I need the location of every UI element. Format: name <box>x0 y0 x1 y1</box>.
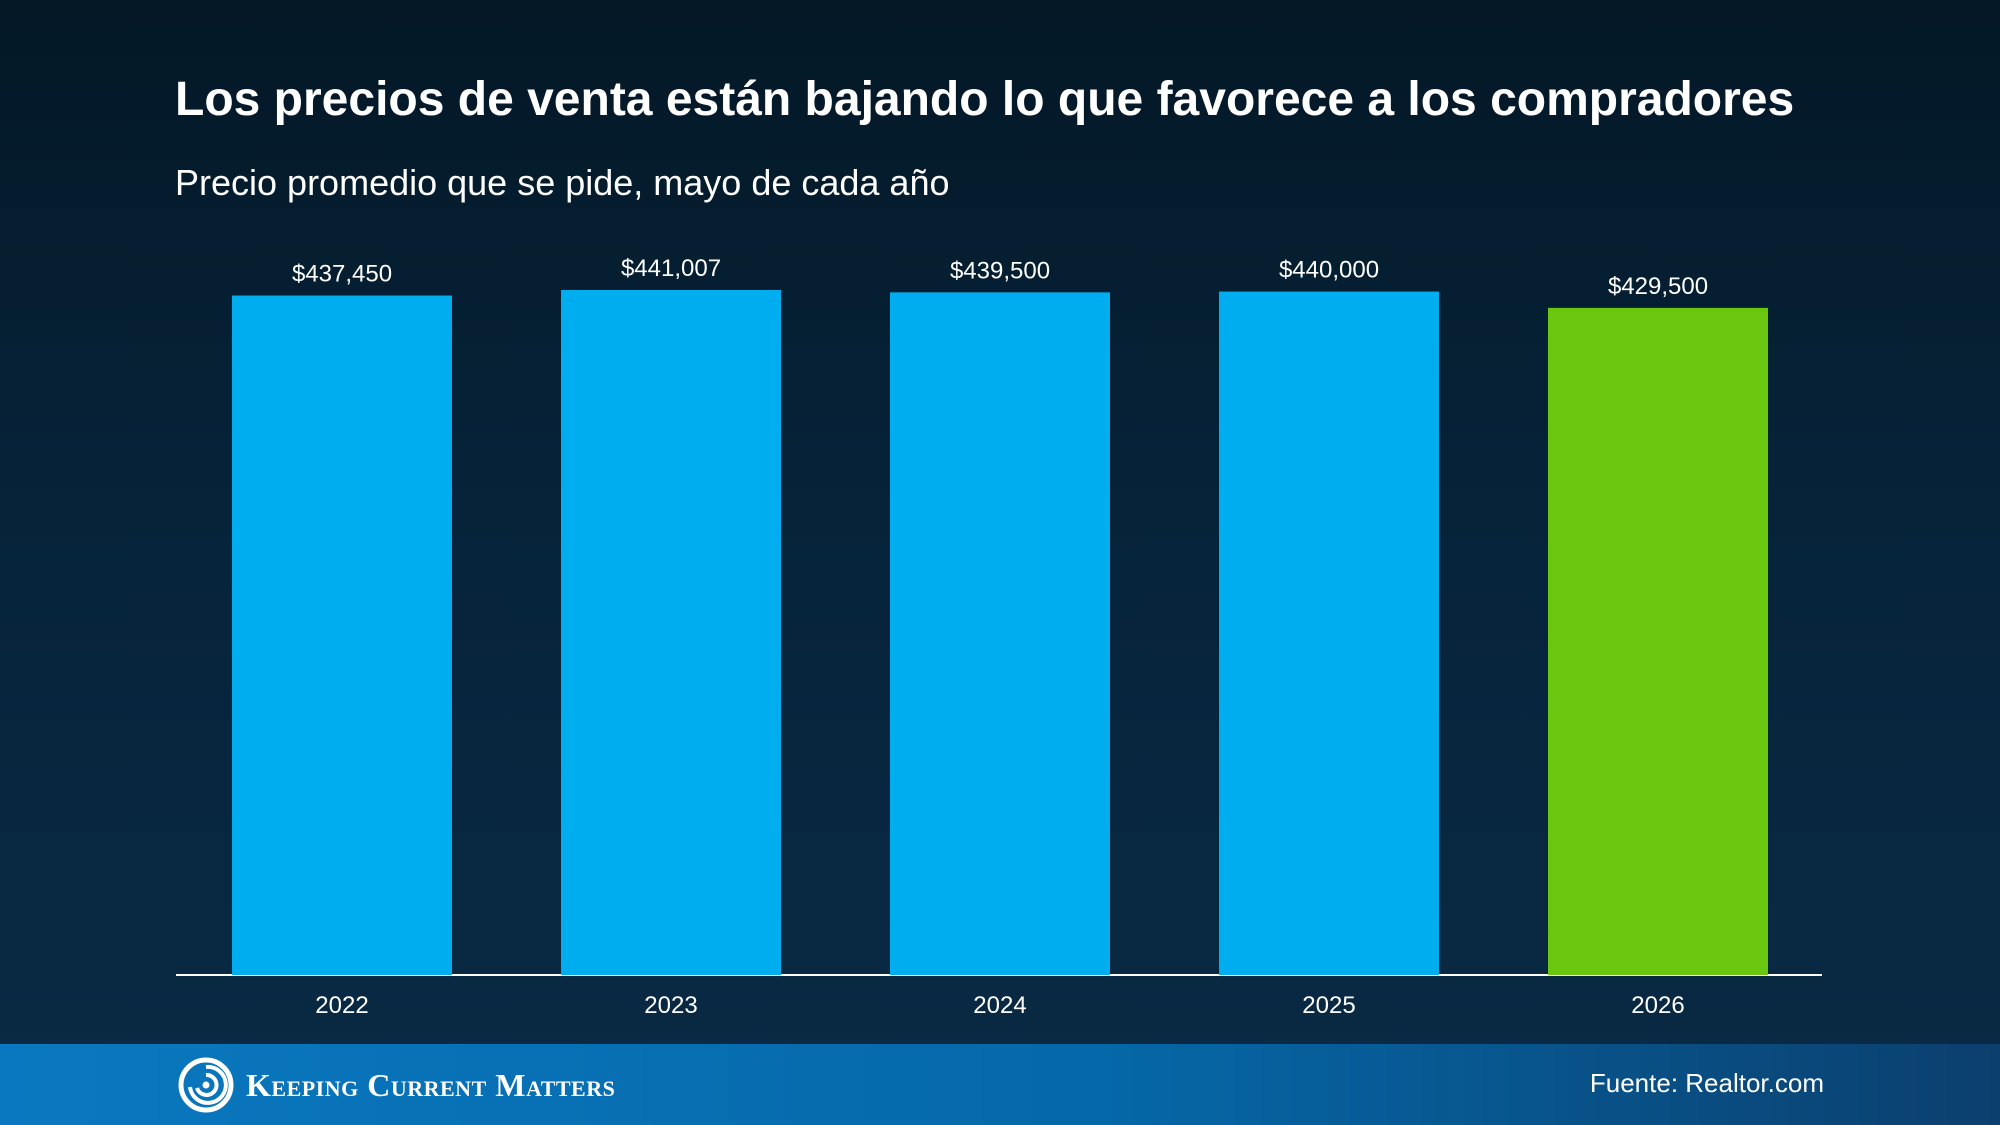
x-tick-label-2022: 2022 <box>315 992 368 1019</box>
footer-bar: Keeping Current Matters Fuente: Realtor.… <box>0 1044 2000 1125</box>
data-label-2022: $437,450 <box>292 261 392 288</box>
bar-2025 <box>1219 291 1439 975</box>
x-tick-label-2023: 2023 <box>644 992 697 1019</box>
bar-chart: $437,450 2022 $441,007 2023 $439,500 2024 $440… <box>232 255 1768 1019</box>
x-tick-label-2024: 2024 <box>973 992 1026 1019</box>
bar-2024 <box>890 292 1110 975</box>
bar-2022 <box>232 295 452 975</box>
data-label-2025: $440,000 <box>1279 257 1379 284</box>
x-tick-label-2026: 2026 <box>1631 992 1684 1019</box>
chart-title: Los precios de venta están bajando lo qu… <box>175 73 1795 126</box>
data-label-2026: $429,500 <box>1608 273 1708 300</box>
kcm-swirl-logo-icon <box>178 1057 234 1113</box>
brand-logo: Keeping Current Matters <box>178 1057 615 1113</box>
bar-2023 <box>561 290 781 975</box>
brand-name: Keeping Current Matters <box>246 1066 616 1103</box>
bar-2026 <box>1548 307 1768 975</box>
x-tick-label-2025: 2025 <box>1302 992 1355 1019</box>
data-label-2024: $439,500 <box>950 257 1050 284</box>
chart-subtitle: Precio promedio que se pide, mayo de cad… <box>175 162 950 203</box>
data-label-2023: $441,007 <box>621 255 721 282</box>
source-citation: Fuente: Realtor.com <box>1589 1068 1824 1098</box>
